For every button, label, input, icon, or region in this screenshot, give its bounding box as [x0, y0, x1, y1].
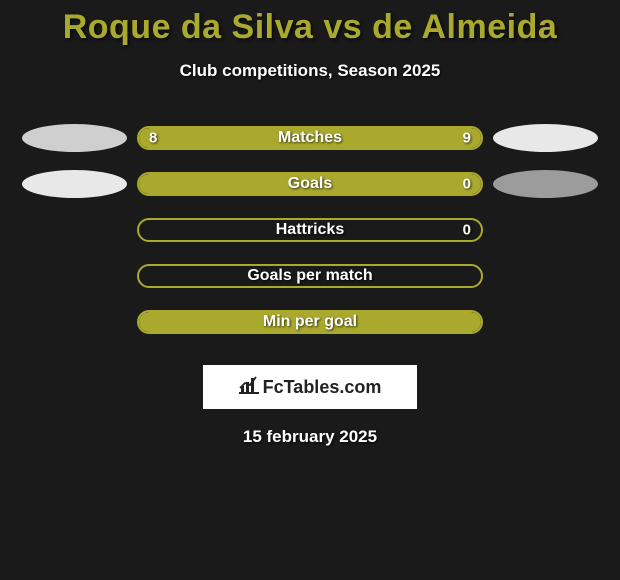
stat-value-left: 8 — [149, 130, 157, 147]
fctables-logo: FcTables.com — [203, 365, 417, 409]
stat-label: Hattricks — [276, 221, 344, 239]
stat-row: Matches 8 9 — [0, 115, 620, 161]
stat-label: Matches — [278, 129, 342, 147]
player-indicator-left — [22, 124, 127, 152]
stat-value-right: 0 — [463, 176, 471, 193]
bar-fill-left — [139, 128, 300, 148]
stat-row: Min per goal — [0, 299, 620, 345]
stat-row: Goals 0 — [0, 161, 620, 207]
player-indicator-right — [493, 170, 598, 198]
stat-value-right: 9 — [463, 130, 471, 147]
stat-value-right: 0 — [463, 222, 471, 239]
stat-label: Goals per match — [247, 267, 372, 285]
stat-bar: Min per goal — [137, 310, 483, 334]
comparison-title: Roque da Silva vs de Almeida — [0, 0, 620, 47]
stat-bar: Hattricks 0 — [137, 218, 483, 242]
stat-bar: Matches 8 9 — [137, 126, 483, 150]
stat-bar: Goals 0 — [137, 172, 483, 196]
logo-text: FcTables.com — [263, 377, 382, 398]
stat-row: Goals per match — [0, 253, 620, 299]
stat-row: Hattricks 0 — [0, 207, 620, 253]
stat-label: Min per goal — [263, 313, 357, 331]
player-indicator-right — [493, 124, 598, 152]
stat-label: Goals — [288, 175, 332, 193]
chart-icon — [239, 376, 259, 399]
stats-area: Matches 8 9 Goals 0 Hattricks 0 Goals per match… — [0, 115, 620, 345]
comparison-date: 15 february 2025 — [0, 427, 620, 447]
comparison-subtitle: Club competitions, Season 2025 — [0, 61, 620, 81]
stat-bar: Goals per match — [137, 264, 483, 288]
player-indicator-left — [22, 170, 127, 198]
